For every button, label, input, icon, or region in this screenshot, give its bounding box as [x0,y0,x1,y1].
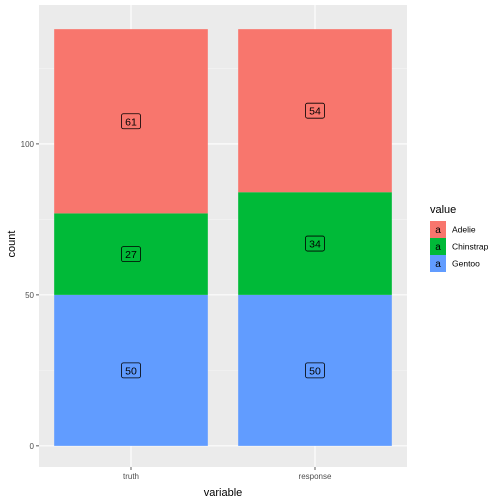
y-axis: 0 50 100 [21,140,39,451]
data-label-box [305,362,325,379]
data-label-box [305,102,325,119]
data-label-text: 34 [309,239,321,251]
data-label-box [305,235,325,252]
y-tick-label: 0 [30,442,35,451]
data-label-chinstrap-response: 34 [305,235,325,252]
data-label-box [121,113,141,130]
data-label-chinstrap-truth: 27 [121,246,141,263]
legend-key-glyph: a [435,242,441,253]
legend-title: value [430,204,456,216]
legend-item-chinstrap: a Chinstrap [430,238,489,255]
legend-key-swatch [430,221,446,238]
legend-label: Gentoo [452,259,480,269]
legend-key-glyph: a [435,225,441,236]
y-tick-label: 100 [21,140,35,149]
legend-item-adelie: a Adelie [430,221,476,238]
data-label-adelie-truth: 61 [121,113,141,130]
legend-label: Chinstrap [452,242,489,252]
data-label-text: 54 [309,106,321,118]
data-label-box [121,246,141,263]
data-label-text: 27 [125,249,137,261]
legend-key-swatch [430,238,446,255]
x-tick-label: truth [123,472,139,481]
legend-item-gentoo: a Gentoo [430,255,480,272]
legend: value a Adelie a Chinstrap a Gentoo [430,204,489,272]
legend-key-swatch [430,255,446,272]
x-axis: truth response [123,467,332,481]
legend-label: Adelie [452,225,476,235]
legend-key-glyph: a [435,259,441,270]
data-label-gentoo-truth: 50 [121,362,141,379]
x-axis-title: variable [204,487,243,499]
data-label-adelie-response: 54 [305,102,325,119]
data-label-text: 61 [125,116,137,128]
y-tick-label: 50 [25,291,34,300]
x-tick-label: response [299,472,332,481]
data-label-text: 50 [309,365,321,377]
data-label-box [121,362,141,379]
data-labels: 50 27 61 50 34 54 [121,102,325,379]
y-axis-title: count [6,231,18,258]
data-label-text: 50 [125,365,137,377]
data-label-gentoo-response: 50 [305,362,325,379]
